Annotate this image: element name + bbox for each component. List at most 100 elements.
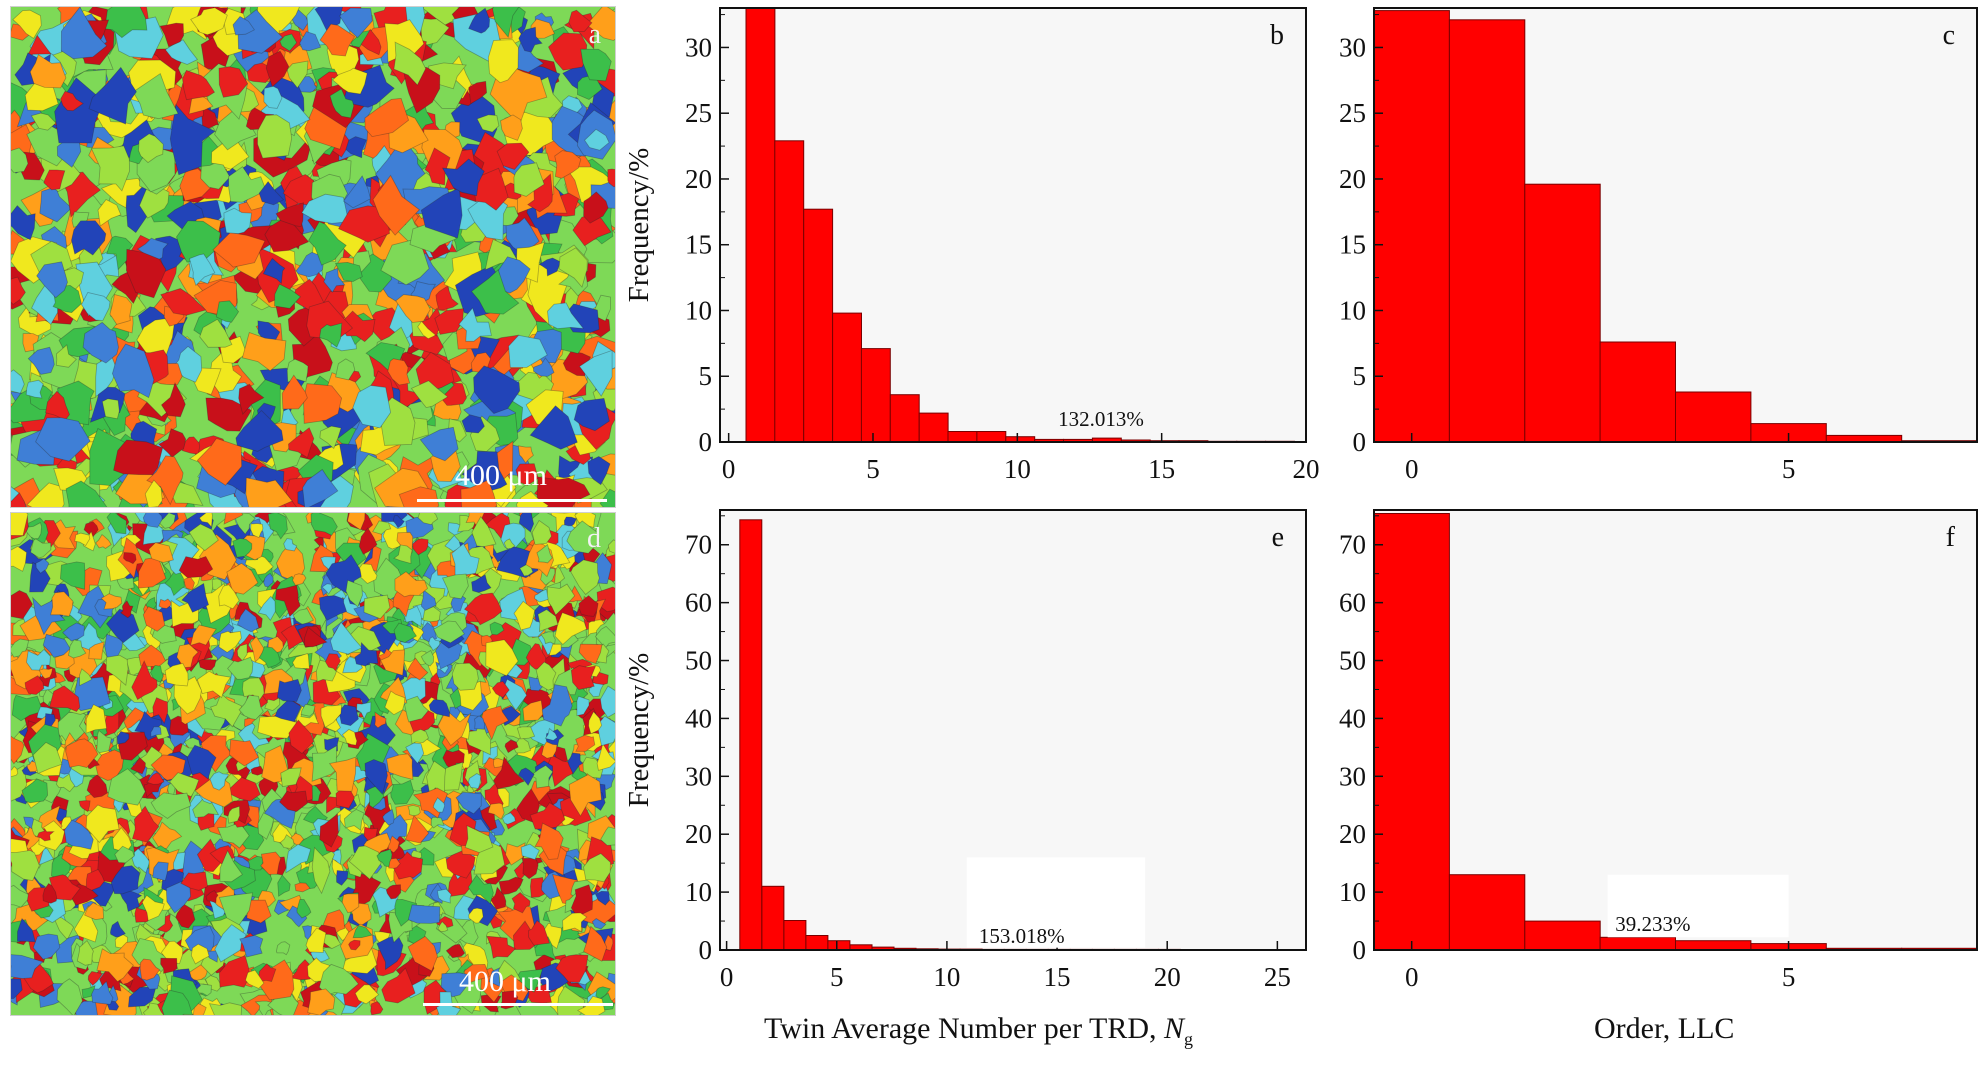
grain <box>277 874 291 897</box>
grain <box>441 158 485 197</box>
grain <box>424 147 451 186</box>
chart-e-panel-letter: e <box>1272 522 1284 553</box>
grain <box>352 385 392 429</box>
ebsd-map-a: a 400 μm <box>10 6 616 508</box>
chart-b-y-tick-label: 25 <box>685 98 712 128</box>
x-axis-title-left: Twin Average Number per TRD, Ng <box>764 1012 1193 1050</box>
x-axis-title-right: Order, LLC <box>1594 1012 1735 1045</box>
grain <box>319 322 343 348</box>
grain <box>461 450 508 492</box>
chart-b-y-tick-label: 0 <box>699 427 713 457</box>
chart-e-y-tick-label: 50 <box>685 646 712 676</box>
chart-c-y-tick-label: 5 <box>1353 361 1367 391</box>
chart-e-x-tick-label: 15 <box>1044 962 1071 992</box>
grain <box>160 381 186 418</box>
grain <box>419 426 459 462</box>
grain <box>214 108 257 151</box>
chart-c: 0 5 10 15 20 25 30 0 5 c <box>1339 7 1978 484</box>
grain <box>113 439 164 476</box>
chart-f-panel-letter: f <box>1946 522 1956 553</box>
grain <box>558 247 588 288</box>
grain <box>164 39 199 65</box>
chart-e-y-tick-label: 60 <box>685 588 712 618</box>
grain <box>169 103 216 176</box>
grain <box>529 405 578 450</box>
grain <box>138 133 164 164</box>
grain <box>11 369 25 394</box>
ebsd-map-d: d 400 μm <box>10 512 616 1016</box>
grain <box>573 397 610 432</box>
chart-b-x-tick-label: 0 <box>722 454 736 484</box>
grain <box>144 479 163 507</box>
chart-f-y-tick-label: 10 <box>1339 877 1366 907</box>
chart-e-y-tick-label: 10 <box>685 877 712 907</box>
chart-f-y-tick-label: 20 <box>1339 819 1366 849</box>
grain <box>387 358 411 386</box>
grain <box>500 114 523 141</box>
grain <box>548 32 588 71</box>
grain <box>308 221 347 266</box>
chart-f-y-tick-label: 0 <box>1353 935 1367 965</box>
chart-b-bar <box>803 208 834 443</box>
grain <box>25 379 44 399</box>
grain <box>345 136 367 159</box>
chart-b-y-tick-label: 30 <box>685 32 712 62</box>
chart-b-x-tick-label: 15 <box>1148 454 1175 484</box>
chart-b-y-tick-label: 20 <box>685 164 712 194</box>
grain <box>584 128 610 151</box>
x-axis-title-left-text: Twin Average Number per TRD, <box>764 1012 1165 1045</box>
grain <box>530 18 556 39</box>
chart-b-bar <box>947 431 978 443</box>
chart-e-bar <box>805 935 829 951</box>
grain <box>492 7 520 38</box>
chart-e-x-tick-label: 0 <box>720 962 734 992</box>
grain <box>343 175 371 209</box>
grain <box>246 62 272 84</box>
grain <box>182 69 216 101</box>
chart-b-x-tick-label: 5 <box>866 454 880 484</box>
grain <box>11 204 36 241</box>
grain <box>529 877 547 898</box>
chart-c-panel-letter: c <box>1943 20 1955 51</box>
chart-f: 0 10 20 30 40 50 60 70 0 5 f 39.233% <box>1339 509 1978 992</box>
grain <box>286 358 309 383</box>
grain <box>190 7 228 36</box>
chart-f-bar <box>1599 936 1676 951</box>
chart-c-y-tick-label: 25 <box>1339 98 1366 128</box>
grain <box>538 257 562 277</box>
grain <box>200 162 231 190</box>
grain <box>65 480 108 507</box>
chart-f-y-tick-label: 30 <box>1339 761 1366 791</box>
ebsd-d-grains <box>11 513 615 1015</box>
grain <box>468 80 488 105</box>
chart-c-bar <box>1675 391 1752 443</box>
grain <box>30 112 57 131</box>
grain <box>36 261 68 299</box>
chart-e-annotation: 153.018% <box>979 924 1065 948</box>
chart-b-x-tick-label: 10 <box>1004 454 1031 484</box>
ebsd-grain-texture-a <box>11 7 615 507</box>
ebsd-grain-texture-d <box>11 513 615 1015</box>
grain <box>189 253 216 287</box>
grain <box>125 248 167 299</box>
grain <box>329 88 355 119</box>
grain <box>97 198 122 227</box>
grain <box>218 66 249 98</box>
grain <box>487 39 519 84</box>
grain <box>29 53 67 89</box>
grain <box>517 445 534 464</box>
grain <box>508 334 548 368</box>
grain <box>461 414 485 434</box>
grain <box>139 185 170 219</box>
grain <box>484 238 518 271</box>
x-axis-title-left-subscript: g <box>1184 1029 1194 1049</box>
chart-f-y-tick-label: 40 <box>1339 703 1366 733</box>
grain <box>435 285 459 311</box>
grain <box>101 398 120 420</box>
grain <box>111 343 155 399</box>
grain <box>39 186 73 223</box>
grain <box>331 67 368 95</box>
chart-e-x-tick-label: 5 <box>830 962 844 992</box>
grain <box>301 193 350 224</box>
chart-b-panel-letter: b <box>1270 20 1284 51</box>
